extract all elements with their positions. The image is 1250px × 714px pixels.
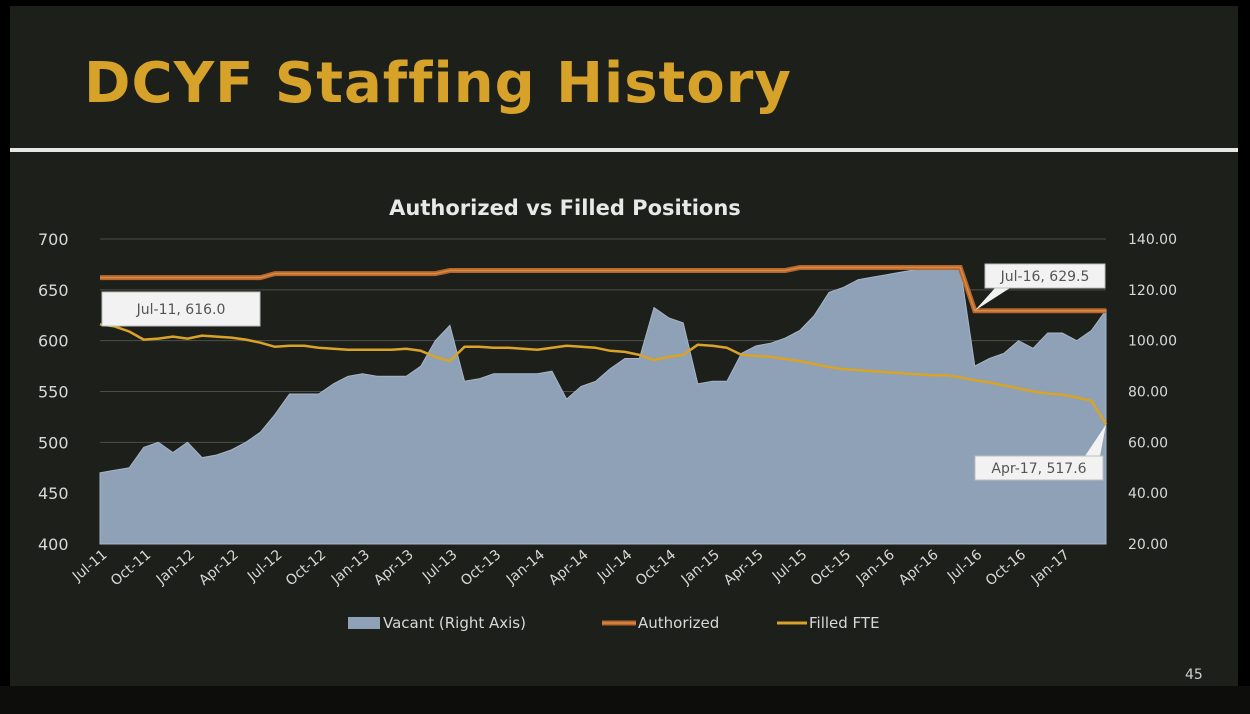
y-tick-label-right: 40.00 xyxy=(1128,486,1168,502)
x-tick-label: Apr-13 xyxy=(371,547,417,589)
x-tick-label: Jul-13 xyxy=(419,547,461,585)
data-callout: Jul-16, 629.5 xyxy=(974,263,1106,311)
x-tick-label: Jan-14 xyxy=(503,547,548,589)
callout-box xyxy=(974,455,1104,481)
callout-box xyxy=(101,291,261,327)
bottom-bar xyxy=(0,686,1250,714)
callout-label: Jul-16, 629.5 xyxy=(1000,269,1090,285)
x-tick-label: Apr-12 xyxy=(196,547,242,589)
x-tick-label: Jan-12 xyxy=(153,547,198,588)
x-tick-label: Apr-14 xyxy=(546,547,592,589)
callout-pointer xyxy=(1085,424,1106,456)
callout-label: Jul-11, 616.0 xyxy=(136,302,226,318)
slide-title: DCYF Staffing History xyxy=(84,51,792,116)
y-tick-label-left: 600 xyxy=(38,332,69,351)
x-tick-label: Oct-13 xyxy=(458,547,504,590)
y-tick-label-left: 550 xyxy=(38,383,69,402)
y-tick-label-right: 100.00 xyxy=(1128,334,1177,350)
x-tick-label: Jul-12 xyxy=(244,547,286,585)
filled-fte-line xyxy=(99,323,1108,426)
legend-item: Authorized xyxy=(602,614,719,632)
y-tick-label-right: 20.00 xyxy=(1128,537,1168,553)
callout-pointer xyxy=(974,288,1010,311)
x-tick-label: Jul-14 xyxy=(594,547,636,586)
x-tick-label: Jan-13 xyxy=(328,547,373,588)
legend-item: Vacant (Right Axis) xyxy=(348,614,526,632)
data-callout: Jul-11, 616.0 xyxy=(101,291,261,327)
y-tick-label-left: 400 xyxy=(38,535,69,554)
x-tick-label: Oct-16 xyxy=(983,547,1029,590)
legend-label: Vacant (Right Axis) xyxy=(383,614,526,632)
data-callout: Apr-17, 517.6 xyxy=(974,424,1106,481)
y-tick-label-left: 700 xyxy=(38,230,69,249)
y-tick-label-left: 650 xyxy=(38,281,69,300)
x-tick-label: Jul-11 xyxy=(69,547,111,585)
staffing-chart: Authorized vs Filled Positions 700 650 600… xyxy=(38,196,1177,632)
y-tick-label-right: 140.00 xyxy=(1128,232,1177,248)
legend-label: Filled FTE xyxy=(809,614,880,632)
y-tick-label-right: 60.00 xyxy=(1128,435,1168,451)
x-tick-label: Jan-17 xyxy=(1028,547,1073,588)
legend-label: Authorized xyxy=(638,614,719,632)
legend-swatch-vacant xyxy=(348,617,380,629)
x-tick-label: Jan-15 xyxy=(678,547,723,588)
y-tick-label-right: 120.00 xyxy=(1128,283,1177,299)
x-tick-label: Apr-15 xyxy=(721,547,767,589)
screen-border-left xyxy=(0,0,10,714)
x-tick-label: Oct-15 xyxy=(808,547,854,590)
callout-box xyxy=(984,263,1106,289)
x-tick-label: Jan-16 xyxy=(853,547,898,589)
y-tick-label-left: 450 xyxy=(38,484,69,503)
chart-title: Authorized vs Filled Positions xyxy=(389,196,741,220)
x-tick-label: Apr-16 xyxy=(896,547,942,589)
authorized-line-highlight xyxy=(100,266,1106,312)
x-tick-label: Jul-16 xyxy=(944,547,986,586)
legend-item: Filled FTE xyxy=(777,614,880,632)
callout-label: Apr-17, 517.6 xyxy=(991,461,1086,477)
x-tick-label: Oct-12 xyxy=(283,547,329,590)
screen-border-right xyxy=(1238,0,1250,714)
y-tick-label-left: 500 xyxy=(38,433,69,452)
page-number: 45 xyxy=(1185,667,1203,683)
presentation-slide: DCYF Staffing History Authorized vs Fill… xyxy=(10,6,1238,686)
title-divider xyxy=(10,148,1238,152)
x-tick-label: Jul-15 xyxy=(769,547,811,585)
x-tick-label: Oct-11 xyxy=(108,547,154,590)
y-tick-label-right: 80.00 xyxy=(1128,385,1168,401)
x-tick-label: Oct-14 xyxy=(633,547,679,590)
